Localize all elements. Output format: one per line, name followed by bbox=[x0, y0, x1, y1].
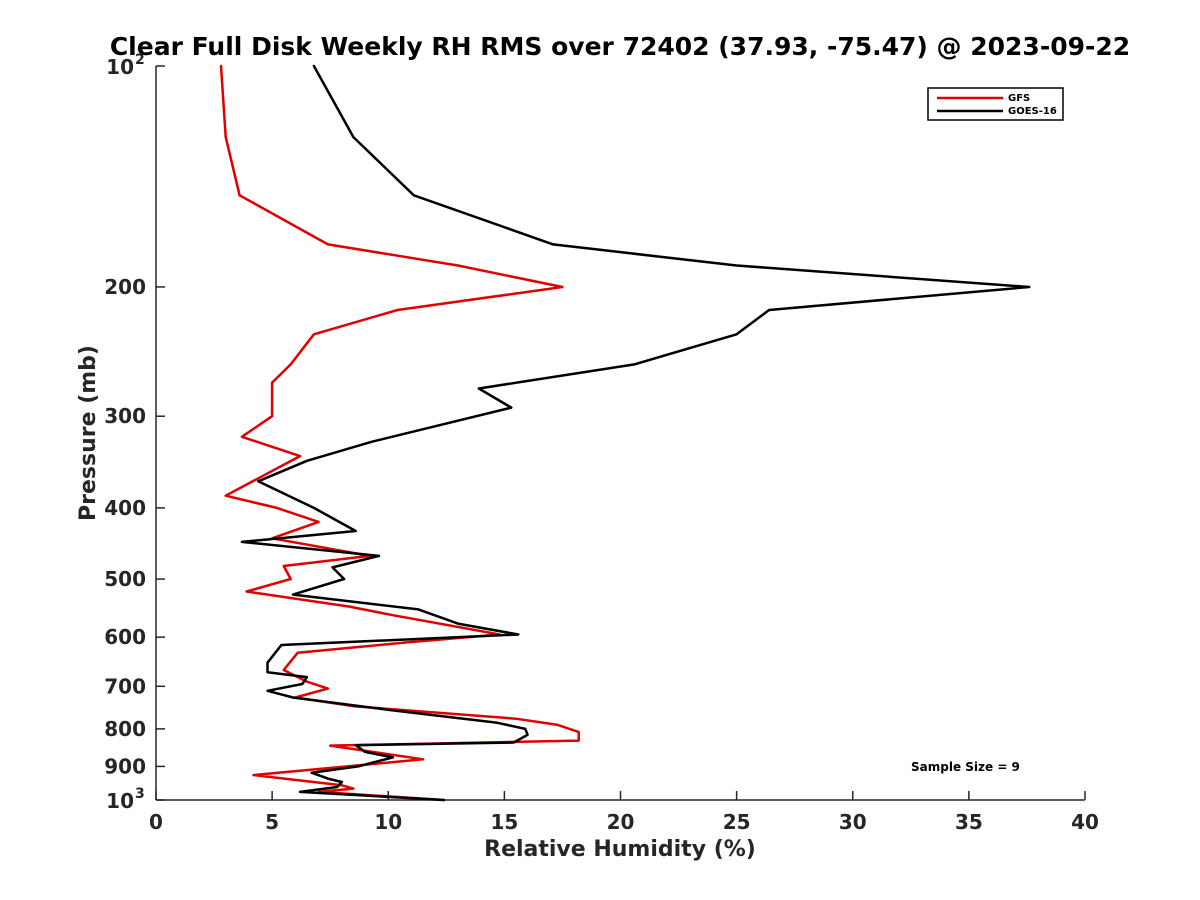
x-tick-label: 0 bbox=[149, 810, 163, 834]
series-lines bbox=[219, 64, 1031, 802]
series-line-goes-16 bbox=[240, 64, 1031, 802]
y-tick-label: 600 bbox=[104, 625, 146, 649]
x-tick-label: 15 bbox=[490, 810, 518, 834]
x-axis-ticks: 0 5 10 15 20 25 30 35 40 bbox=[149, 791, 1099, 834]
x-tick-label: 30 bbox=[839, 810, 867, 834]
legend-label-goes-16: GOES-16 bbox=[1008, 106, 1057, 117]
legend-label-gfs: GFS bbox=[1008, 93, 1030, 104]
chart-title: Clear Full Disk Weekly RH RMS over 72402… bbox=[110, 32, 1130, 61]
legend: GFS GOES-16 bbox=[927, 87, 1064, 121]
y-tick-label-power: 10 bbox=[106, 789, 134, 813]
sample-size-annotation: Sample Size = 9 bbox=[911, 760, 1020, 774]
y-tick-label: 400 bbox=[104, 496, 146, 520]
x-tick-label: 35 bbox=[955, 810, 983, 834]
y-tick-label: 300 bbox=[104, 404, 146, 428]
y-tick-label-power: 10 bbox=[106, 55, 134, 79]
x-tick-label: 25 bbox=[723, 810, 751, 834]
plot-area bbox=[156, 66, 1085, 800]
series-line-gfs bbox=[219, 64, 580, 802]
legend-box bbox=[927, 87, 1064, 121]
y-axis-label: Pressure (mb) bbox=[76, 345, 101, 521]
y-tick-label: 800 bbox=[104, 717, 146, 741]
y-tick-label-exponent: 2 bbox=[135, 52, 145, 68]
y-tick-label: 700 bbox=[104, 674, 146, 698]
y-tick-label: 500 bbox=[104, 567, 146, 591]
x-tick-label: 20 bbox=[607, 810, 635, 834]
x-tick-label: 10 bbox=[374, 810, 402, 834]
y-tick-label: 200 bbox=[104, 275, 146, 299]
x-tick-label: 40 bbox=[1071, 810, 1099, 834]
x-axis-label: Relative Humidity (%) bbox=[484, 837, 756, 862]
y-tick-label: 900 bbox=[104, 754, 146, 778]
y-tick-label-exponent: 3 bbox=[135, 786, 145, 802]
x-tick-label: 5 bbox=[265, 810, 279, 834]
